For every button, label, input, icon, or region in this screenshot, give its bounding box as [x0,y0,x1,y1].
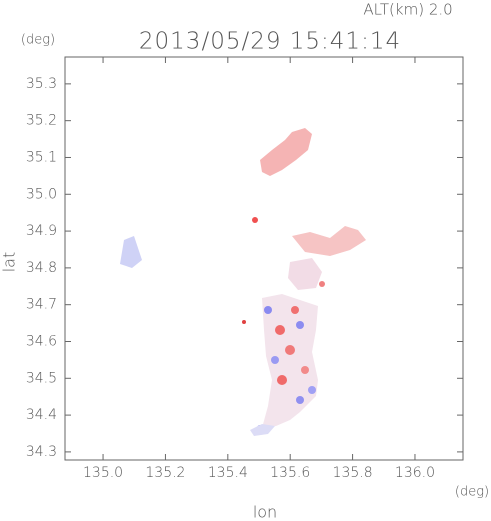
x-tick-label: 136.0 [395,465,435,481]
y-tick-label: 34.7 [26,297,57,313]
y-tick-label: 35.3 [26,76,57,92]
y-tick-label: 34.3 [26,444,57,460]
y-axis-label: lat [0,252,19,273]
plot-frame [64,56,464,461]
x-tick-label: 135.4 [208,465,248,481]
x-axis-label: lon [253,503,277,521]
x-tick-label: 135.0 [83,465,123,481]
y-tick-label: 34.4 [26,407,57,423]
x-tick-label: 135.6 [270,465,310,481]
x-tick-label: 135.8 [333,465,373,481]
y-tick-label: 35.0 [26,186,57,202]
y-tick-label: 34.5 [26,370,57,386]
y-tick-label: 35.2 [26,113,57,129]
x-tick-label: 135.2 [145,465,185,481]
y-tick-label: 34.9 [26,223,57,239]
y-tick-label: 34.8 [26,260,57,276]
y-tick-label: 35.1 [26,149,57,165]
y-unit: (deg) [21,33,55,48]
altitude-label: ALT(km) 2.0 [363,1,452,19]
x-unit: (deg) [455,485,489,500]
y-tick-label: 34.6 [26,333,57,349]
echo-blobs [120,128,366,436]
chart-title: 2013/05/29 15:41:14 [139,29,401,55]
